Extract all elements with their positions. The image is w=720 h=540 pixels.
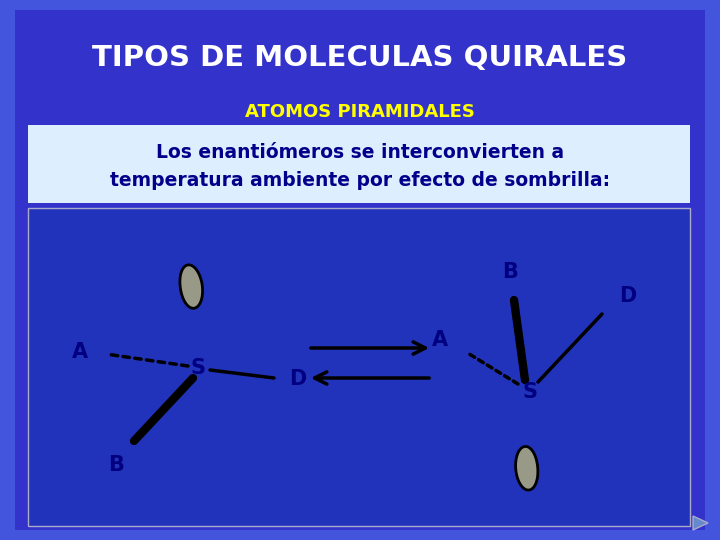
Text: B: B bbox=[108, 455, 124, 475]
FancyBboxPatch shape bbox=[15, 10, 705, 530]
Polygon shape bbox=[693, 516, 708, 530]
Text: Los enantiómeros se interconvierten a
temperatura ambiente por efecto de sombril: Los enantiómeros se interconvierten a te… bbox=[110, 143, 610, 190]
Text: TIPOS DE MOLECULAS QUIRALES: TIPOS DE MOLECULAS QUIRALES bbox=[92, 44, 628, 72]
Text: A: A bbox=[432, 330, 448, 350]
Text: B: B bbox=[502, 262, 518, 282]
Text: A: A bbox=[72, 342, 88, 362]
FancyBboxPatch shape bbox=[28, 125, 690, 203]
Text: ATOMOS PIRAMIDALES: ATOMOS PIRAMIDALES bbox=[245, 103, 475, 121]
FancyBboxPatch shape bbox=[28, 208, 690, 526]
Text: D: D bbox=[619, 286, 636, 306]
Polygon shape bbox=[516, 447, 538, 490]
Text: S: S bbox=[191, 358, 205, 378]
Text: S: S bbox=[523, 382, 538, 402]
Polygon shape bbox=[180, 265, 202, 308]
Text: D: D bbox=[289, 369, 307, 389]
